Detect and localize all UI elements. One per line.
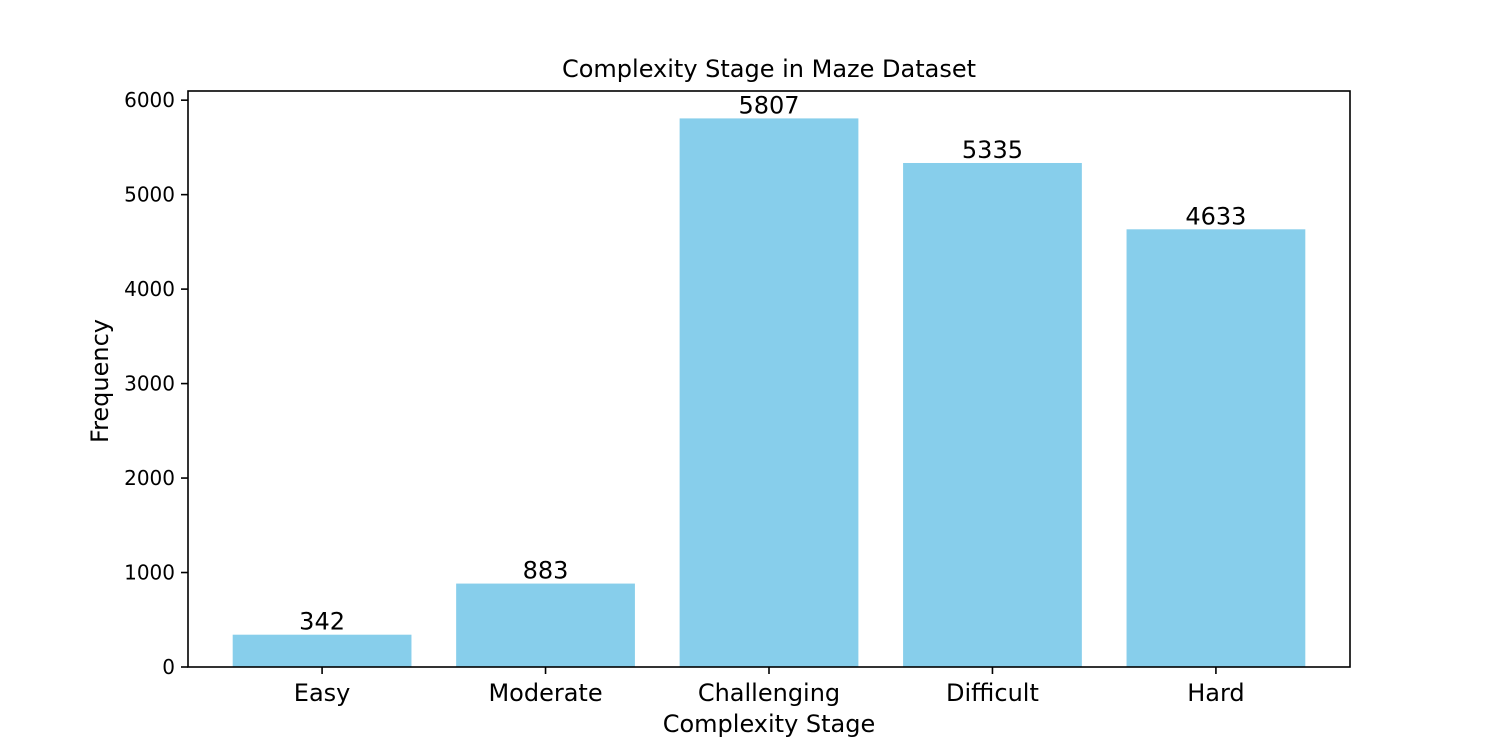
chart-title: Complexity Stage in Maze Dataset bbox=[562, 55, 976, 83]
data-label-moderate: 883 bbox=[523, 557, 569, 585]
y-tick-label: 6000 bbox=[124, 88, 175, 112]
bar-easy bbox=[232, 634, 412, 667]
y-axis: 0 1000 2000 3000 4000 5000 6000 bbox=[124, 88, 188, 679]
x-tick-label: Moderate bbox=[488, 679, 602, 707]
y-tick-label: 3000 bbox=[124, 372, 175, 396]
x-tick-label: Hard bbox=[1187, 679, 1244, 707]
data-labels-layer: 342 883 5807 5335 4633 bbox=[299, 91, 1246, 635]
x-axis-label: Complexity Stage bbox=[663, 710, 876, 738]
bar-moderate bbox=[456, 583, 635, 667]
y-tick-label: 4000 bbox=[124, 277, 175, 301]
data-label-easy: 342 bbox=[299, 608, 345, 636]
y-tick-label: 1000 bbox=[124, 561, 175, 585]
bar-challenging bbox=[679, 118, 859, 667]
x-tick-label: Easy bbox=[294, 679, 351, 707]
y-tick-label: 2000 bbox=[124, 466, 175, 490]
y-tick-label: 5000 bbox=[124, 183, 175, 207]
plot-area-frame bbox=[187, 90, 1351, 668]
x-tick-label: Challenging bbox=[698, 679, 840, 707]
bar-hard bbox=[1126, 229, 1306, 667]
bars-layer bbox=[232, 118, 1306, 668]
y-tick-label: 0 bbox=[162, 655, 175, 679]
data-label-hard: 4633 bbox=[1185, 202, 1246, 230]
x-tick-label: Difficult bbox=[946, 679, 1039, 707]
y-axis-label: Frequency bbox=[86, 319, 114, 443]
bar-difficult bbox=[903, 162, 1082, 668]
data-label-difficult: 5335 bbox=[962, 136, 1023, 164]
data-label-challenging: 5807 bbox=[738, 91, 799, 119]
x-axis: Easy Moderate Challenging Difficult Hard bbox=[294, 667, 1245, 707]
